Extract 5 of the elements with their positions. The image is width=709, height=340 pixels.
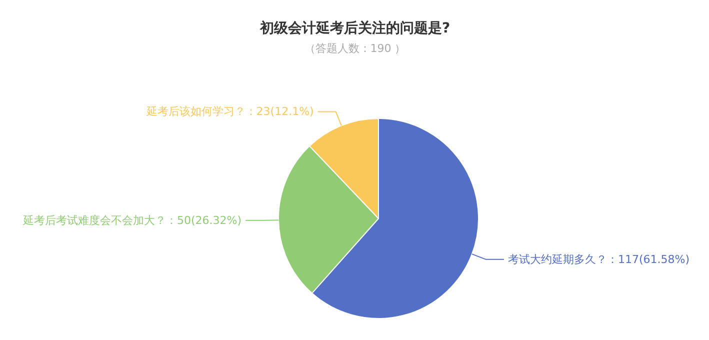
slice-label: 延考后考试难度会不会加大？：50(26.32%): [22, 214, 242, 227]
chart-subtitle: （答题人数：190 ）: [304, 42, 406, 55]
slice-label: 延考后该如何学习？：23(12.1%): [145, 105, 314, 118]
chart-title: 初级会计延考后关注的问题是?: [258, 20, 450, 36]
slice-label: 考试大约延期多久？：117(61.58%): [508, 252, 690, 266]
